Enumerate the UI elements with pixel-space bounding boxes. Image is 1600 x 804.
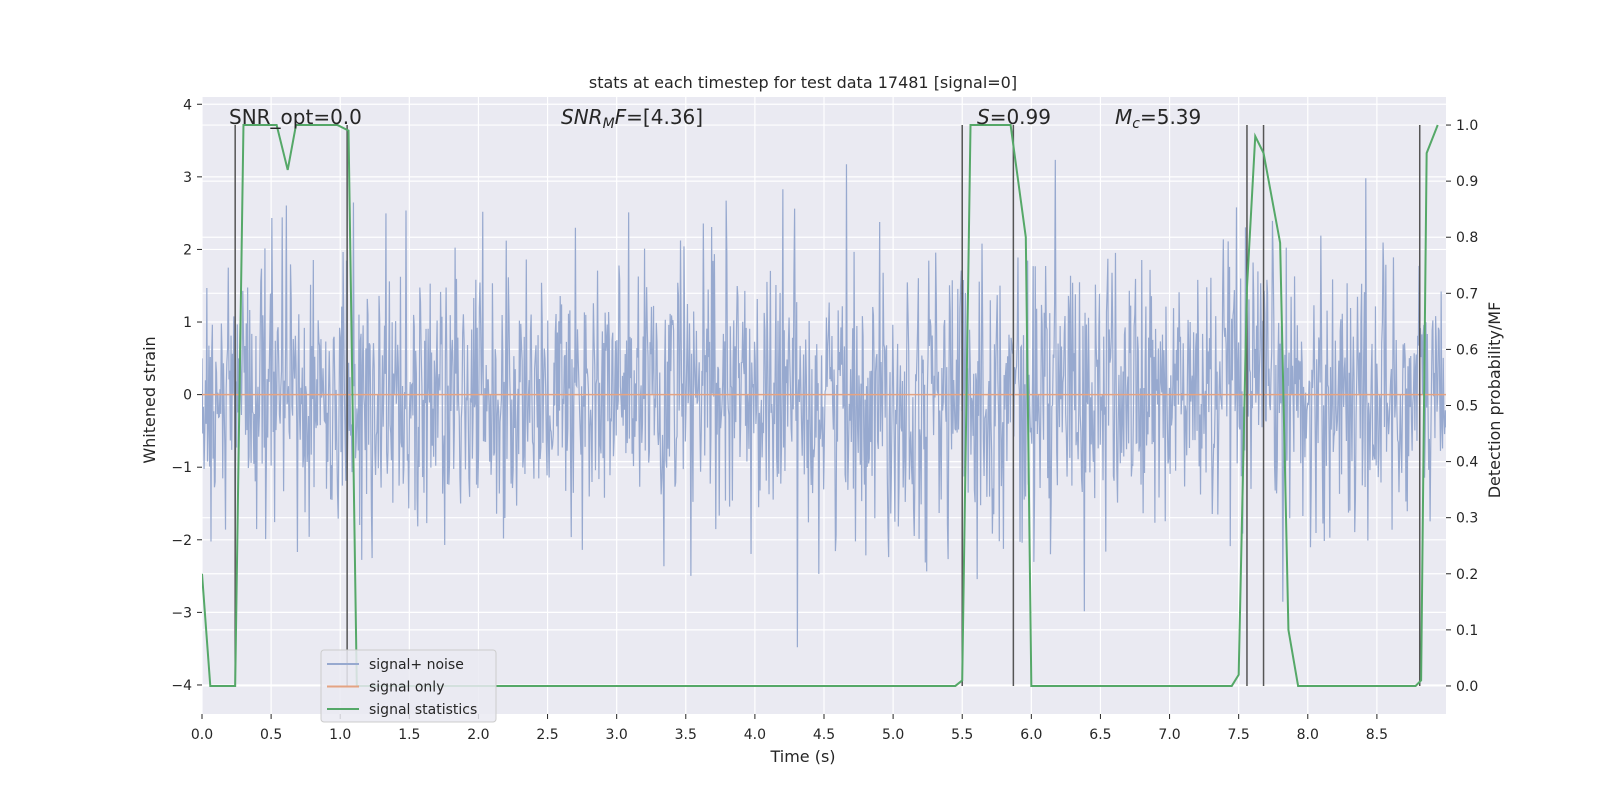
- x-tick-label: 0.0: [191, 727, 213, 743]
- y-axis-label: Whitened strain: [140, 336, 159, 463]
- x-tick-label: 7.5: [1228, 727, 1250, 743]
- legend: signal+ noise signal only signal statistic…: [320, 649, 497, 723]
- x-tick-label: 2.0: [467, 727, 489, 743]
- x-tick-label: 7.0: [1158, 727, 1180, 743]
- annotation-s-val: S=0.99: [977, 105, 1051, 129]
- legend-label: signal only: [369, 680, 444, 696]
- y2-tick-label: 0.2: [1456, 567, 1478, 583]
- y-tick-label: 1: [183, 315, 192, 331]
- y2-tick-label: 0.3: [1456, 511, 1478, 527]
- x-tick-label: 5.5: [951, 727, 973, 743]
- x-axis-ticks: 0.0 0.5 1.0 1.5 2.0 2.5 3.0 3.5 4.0 4.5 5.0 5.5 6.0 6…: [191, 714, 1388, 743]
- y-tick-label: 3: [183, 170, 192, 186]
- chart-title: stats at each timestep for test data 174…: [589, 73, 1017, 92]
- legend-label: signal statistics: [369, 702, 477, 718]
- y-tick-label: 4: [183, 97, 192, 113]
- y2-tick-label: 0.8: [1456, 230, 1478, 246]
- y-tick-label: −4: [171, 678, 192, 694]
- x-tick-label: 4.0: [744, 727, 766, 743]
- x-tick-label: 2.5: [536, 727, 558, 743]
- y-tick-label: −1: [171, 460, 192, 476]
- x-axis-label: Time (s): [769, 747, 835, 766]
- annotation-snr-opt: SNR_opt=0.0: [229, 105, 362, 129]
- x-tick-label: 1.0: [329, 727, 351, 743]
- y2-tick-label: 1.0: [1456, 118, 1478, 134]
- x-tick-label: 6.5: [1089, 727, 1111, 743]
- y2-tick-label: 0.6: [1456, 342, 1478, 358]
- y2-tick-label: 0.1: [1456, 623, 1478, 639]
- plot-area: [202, 124, 1446, 687]
- signal-statistics-line: [202, 124, 1439, 687]
- y2-tick-label: 0.0: [1456, 679, 1478, 695]
- detection-vlines: [234, 125, 1421, 686]
- y2-tick-label: 0.5: [1456, 399, 1478, 415]
- legend-label: signal+ noise: [369, 657, 464, 673]
- x-tick-label: 4.5: [813, 727, 835, 743]
- signal-noise-line: [202, 159, 1446, 648]
- y-tick-label: 0: [183, 388, 192, 404]
- y-tick-label: 2: [183, 242, 192, 258]
- x-tick-label: 6.0: [1020, 727, 1042, 743]
- annotation-snr-mf: SNRMF=[4.36]: [561, 105, 703, 132]
- x-tick-label: 3.0: [606, 727, 628, 743]
- x-tick-label: 8.0: [1297, 727, 1319, 743]
- x-tick-label: 5.0: [882, 727, 904, 743]
- y2-axis-ticks: 1.0 0.9 0.8 0.7 0.6 0.5 0.4 0.3 0.2 0.1 0.0: [1446, 118, 1478, 695]
- x-tick-label: 3.5: [675, 727, 697, 743]
- y2-axis-label: Detection probability/MF: [1485, 302, 1504, 499]
- y-tick-label: −3: [171, 605, 192, 621]
- grid-layer: [201, 97, 1446, 714]
- x-tick-label: 0.5: [260, 727, 282, 743]
- y2-tick-label: 0.4: [1456, 455, 1478, 471]
- y2-tick-label: 0.9: [1456, 174, 1478, 190]
- y-tick-label: −2: [171, 533, 192, 549]
- y-axis-ticks: 4 3 2 1 0 −1 −2 −3 −4: [171, 97, 202, 694]
- legend-box: [320, 649, 497, 723]
- y2-tick-label: 0.7: [1456, 286, 1478, 302]
- x-tick-label: 1.5: [398, 727, 420, 743]
- annotations: SNR_opt=0.0 SNRMF=[4.36] S=0.99 Mc=5.39: [229, 105, 1201, 132]
- annotation-mc-val: Mc=5.39: [1115, 105, 1201, 132]
- x-tick-label: 8.5: [1366, 727, 1388, 743]
